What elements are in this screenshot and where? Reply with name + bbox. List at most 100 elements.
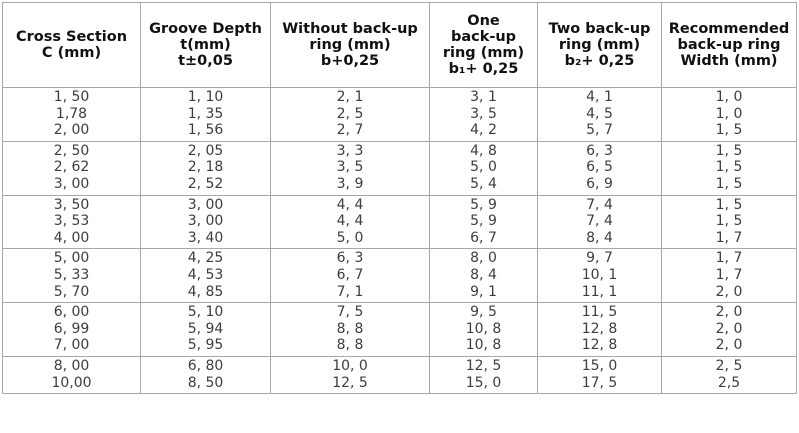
cell-value: 2, 1 <box>336 89 364 105</box>
recommended-width-cell: 1, 7 1, 7 2, 0 <box>661 248 797 304</box>
cell-value: 3, 50 <box>53 196 90 213</box>
cell-value: 15, 0 <box>581 357 618 374</box>
cell-value: 1, 5 <box>715 213 743 230</box>
cell-value: 4, 53 <box>187 266 224 283</box>
cell-value: 9, 7 <box>586 250 613 267</box>
header-line: b₂+ 0,25 <box>564 53 635 69</box>
cell-value: 5, 4 <box>470 175 497 192</box>
header-row: Cross Section C (mm) Groove Depth t(mm) t±0,… <box>2 2 797 88</box>
cell-value: 4, 4 <box>336 196 364 213</box>
cell-value: 6, 99 <box>53 320 90 337</box>
cell-value: 8, 50 <box>187 374 224 391</box>
one-backup-cell: 9, 5 10, 8 10, 8 <box>429 302 538 357</box>
cell-value: 6, 00 <box>53 304 90 321</box>
cell-value: 11, 5 <box>581 304 618 321</box>
header-line: Without back-up <box>282 21 418 37</box>
header-line: b+0,25 <box>320 53 380 69</box>
without-backup-cell: 10, 0 12, 5 <box>270 355 430 395</box>
cell-value: 3, 00 <box>187 213 224 230</box>
cell-value: 8, 4 <box>470 266 497 283</box>
cell-value: 1, 7 <box>715 266 743 283</box>
cell-value: 7, 4 <box>586 213 613 230</box>
one-backup-cell: 8, 0 8, 4 9, 1 <box>429 248 538 304</box>
cross-section-cell: 6, 00 6, 99 7, 00 <box>2 302 141 357</box>
cell-value: 5, 0 <box>470 159 497 176</box>
header-line: One <box>467 13 500 29</box>
cell-value: 5, 33 <box>53 266 90 283</box>
cell-value: 2, 50 <box>53 142 90 159</box>
cell-value: 4, 2 <box>470 122 497 139</box>
table-row: 1, 50 1,78 2, 00 1, 10 1, 35 1, 56 2, 1 2, 5 2, … <box>2 87 797 142</box>
cell-value: 2, 0 <box>715 320 743 337</box>
header-line: t±0,05 <box>178 53 233 69</box>
cell-value: 2, 0 <box>715 337 743 354</box>
table-row: 5, 00 5, 33 5, 70 4, 25 4, 53 4, 85 6, 3 6, 7 7,… <box>2 248 797 304</box>
header-line: Groove Depth <box>149 21 262 37</box>
one-backup-cell: 12, 5 15, 0 <box>429 355 538 395</box>
cell-value: 2, 5 <box>715 357 743 374</box>
without-backup-cell: 7, 5 8, 8 8, 8 <box>270 302 430 357</box>
groove-depth-cell: 6, 80 8, 50 <box>140 355 271 395</box>
cell-value: 1, 56 <box>187 122 224 139</box>
cell-value: 1, 0 <box>715 89 743 105</box>
one-backup-cell: 4, 8 5, 0 5, 4 <box>429 140 538 196</box>
groove-depth-cell: 4, 25 4, 53 4, 85 <box>140 248 271 304</box>
cell-value: 2, 52 <box>187 175 224 192</box>
cell-value: 2, 7 <box>336 122 364 139</box>
cell-value: 5, 7 <box>586 122 613 139</box>
cell-value: 3, 1 <box>470 89 497 105</box>
cell-value: 12, 8 <box>581 337 618 354</box>
cell-value: 3, 40 <box>187 229 224 246</box>
header-line: Width (mm) <box>680 53 778 69</box>
recommended-width-cell: 2, 5 2,5 <box>661 355 797 395</box>
recommended-width-cell: 2, 0 2, 0 2, 0 <box>661 302 797 357</box>
cell-value: 4, 25 <box>187 250 224 267</box>
cell-value: 3, 5 <box>336 159 364 176</box>
cell-value: 5, 94 <box>187 320 224 337</box>
cell-value: 2,5 <box>717 374 741 391</box>
header-line: back-up <box>450 29 517 45</box>
cell-value: 11, 1 <box>581 283 618 300</box>
two-backup-cell: 15, 0 17, 5 <box>537 355 662 395</box>
recommended-width-header: Recommended back-up ring Width (mm) <box>661 2 797 88</box>
cell-value: 1, 5 <box>715 159 743 176</box>
one-backup-cell: 3, 1 3, 5 4, 2 <box>429 87 538 142</box>
cell-value: 2, 62 <box>53 159 90 176</box>
cell-value: 1, 5 <box>715 122 743 139</box>
groove-depth-cell: 5, 10 5, 94 5, 95 <box>140 302 271 357</box>
cell-value: 6, 3 <box>586 142 613 159</box>
cell-value: 3, 53 <box>53 213 90 230</box>
cell-value: 2, 05 <box>187 142 224 159</box>
recommended-width-cell: 1, 0 1, 0 1, 5 <box>661 87 797 142</box>
cell-value: 6, 5 <box>586 159 613 176</box>
cell-value: 7, 5 <box>336 304 364 321</box>
cell-value: 17, 5 <box>581 374 618 391</box>
cell-value: 1, 5 <box>715 142 743 159</box>
cell-value: 12, 5 <box>465 357 502 374</box>
cell-value: 2, 18 <box>187 159 224 176</box>
two-backup-cell: 6, 3 6, 5 6, 9 <box>537 140 662 196</box>
cell-value: 10, 8 <box>465 337 502 354</box>
cell-value: 7, 1 <box>336 283 364 300</box>
two-backup-cell: 9, 7 10, 1 11, 1 <box>537 248 662 304</box>
without-backup-cell: 4, 4 4, 4 5, 0 <box>270 194 430 250</box>
cell-value: 5, 00 <box>53 250 90 267</box>
without-backup-cell: 6, 3 6, 7 7, 1 <box>270 248 430 304</box>
cell-value: 8, 8 <box>336 337 364 354</box>
cell-value: 10, 8 <box>465 320 502 337</box>
cell-value: 7, 4 <box>586 196 613 213</box>
cell-value: 1, 50 <box>53 89 90 105</box>
cell-value: 1, 35 <box>187 105 224 122</box>
cross-section-cell: 3, 50 3, 53 4, 00 <box>2 194 141 250</box>
cell-value: 6, 9 <box>586 175 613 192</box>
cell-value: 3, 5 <box>470 105 497 122</box>
cell-value: 1, 7 <box>715 250 743 267</box>
cell-value: 6, 7 <box>470 229 497 246</box>
cell-value: 1, 5 <box>715 175 743 192</box>
cell-value: 8, 4 <box>586 229 613 246</box>
cell-value: 3, 00 <box>53 175 90 192</box>
cell-value: 4, 5 <box>586 105 613 122</box>
cell-value: 5, 9 <box>470 213 497 230</box>
groove-depth-header: Groove Depth t(mm) t±0,05 <box>140 2 271 88</box>
groove-depth-cell: 2, 05 2, 18 2, 52 <box>140 140 271 196</box>
